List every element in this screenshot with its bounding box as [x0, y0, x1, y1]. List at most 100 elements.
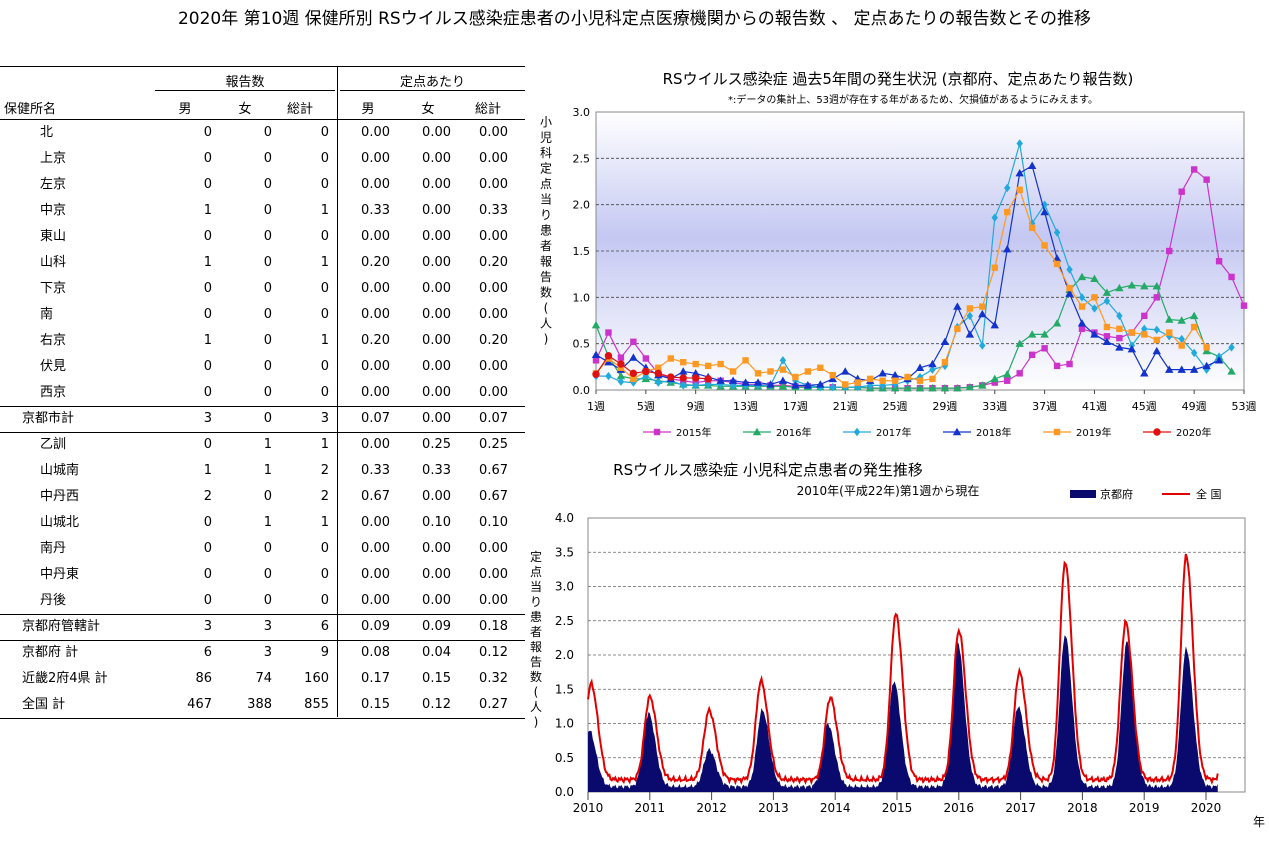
chart1-x-tick: 45週: [1132, 400, 1157, 413]
data-point: [754, 370, 762, 377]
chart2-plot-area: [587, 517, 1246, 793]
table-row: 上京 0 0 0 0.00 0.00 0.00: [0, 146, 525, 172]
data-point: [1152, 346, 1161, 355]
value-cell: 0.00: [479, 541, 508, 556]
data-point: [954, 325, 961, 333]
data-point: [965, 383, 975, 391]
data-point: [978, 381, 987, 389]
data-point: [1066, 284, 1073, 292]
data-point: [915, 383, 925, 392]
data-point: [779, 366, 787, 373]
chart2-x-label: 年: [1253, 815, 1265, 829]
value-cell: 0.00: [479, 307, 508, 322]
data-point: [704, 362, 712, 370]
data-point: [1015, 339, 1024, 347]
chart1-y-tick: 2.5: [573, 152, 591, 165]
subtotal-rule-bottom: [0, 432, 525, 433]
value-cell: 0: [320, 151, 329, 166]
table-row: 北 0 0 0 0.00 0.00 0.00: [0, 120, 525, 146]
chart2-x-tick: 2015: [882, 801, 913, 815]
value-cell: 0.33: [361, 463, 390, 478]
value-cell: 0.15: [361, 697, 390, 712]
chart1-x-tick: 29週: [932, 400, 957, 413]
value-cell: 0.15: [422, 671, 451, 686]
table-row: 西京 0 0 0 0.00 0.00 0.00: [0, 380, 525, 406]
value-cell: 0: [263, 203, 272, 218]
value-cell: 0: [203, 541, 212, 556]
data-point: [717, 360, 724, 368]
value-cell: 0: [203, 229, 212, 244]
data-point: [679, 367, 688, 375]
value-cell: 3: [263, 619, 272, 634]
value-cell: 1: [203, 255, 212, 270]
data-point: [1102, 337, 1112, 346]
chart2-y-label-char: ): [534, 715, 539, 729]
value-cell: 1: [203, 463, 212, 478]
data-point: [1078, 303, 1086, 310]
data-point: [1190, 166, 1198, 173]
value-cell: 0: [320, 385, 329, 400]
data-point: [1166, 247, 1173, 255]
page-title: 2020年 第10週 保健所別 RSウイルス感染症患者の小児科定点医療機関からの…: [177, 9, 1091, 29]
subtotal-rule-top: [0, 406, 525, 407]
chart1-x-tick: 5週: [637, 400, 655, 413]
data-point: [691, 369, 700, 377]
data-point: [879, 377, 886, 384]
value-cell: 0: [203, 385, 212, 400]
value-cell: 0: [263, 255, 272, 270]
value-cell: 1: [203, 203, 212, 218]
value-cell: 0.12: [479, 645, 508, 660]
chart2-x-tick: 2010: [573, 801, 604, 815]
data-point: [655, 364, 662, 371]
data-point: [1141, 331, 1148, 338]
data-point: [1141, 312, 1148, 320]
data-point: [1078, 325, 1086, 333]
value-cell: 0.00: [479, 593, 508, 608]
chart1-x-tick: 37週: [1032, 400, 1057, 413]
data-point: [680, 359, 687, 366]
value-cell: 0.00: [361, 437, 390, 452]
table-bottom-rule: [0, 718, 525, 719]
value-cell: 0: [203, 125, 212, 140]
table-row: 中丹西 2 0 2 0.67 0.00 0.67: [0, 484, 525, 510]
value-cell: 0.00: [361, 151, 390, 166]
value-cell: 0.00: [361, 385, 390, 400]
data-point: [1190, 323, 1198, 331]
value-cell: 0.00: [361, 177, 390, 192]
data-point: [915, 363, 925, 371]
value-cell: 0.33: [361, 203, 390, 218]
chart1-x-tick: 17週: [783, 400, 808, 413]
subtotal-rule-bottom: [0, 640, 525, 641]
table-row: 京都府 計 6 3 9 0.08 0.04 0.12: [0, 640, 525, 666]
office-name: 中丹西: [40, 489, 80, 504]
data-point: [617, 360, 625, 368]
chart2-y-label-char: 当: [530, 580, 542, 594]
value-cell: 0: [263, 229, 272, 244]
data-point: [1116, 311, 1123, 321]
office-name: 南: [40, 307, 54, 322]
chart2-y-tick: 4.0: [555, 511, 574, 525]
chart2-x-tick: 2018: [1067, 801, 1098, 815]
chart2-y-label-char: 患: [530, 610, 542, 624]
office-name: 山科: [40, 255, 67, 270]
legend-label: 2020年: [1176, 426, 1211, 439]
chart1-y-label-char: (: [544, 301, 549, 315]
table-row: 京都市計 3 0 3 0.07 0.00 0.07: [0, 406, 525, 432]
value-cell: 1: [320, 333, 329, 348]
data-point: [929, 365, 936, 374]
series-line-national: [587, 553, 1219, 786]
data-point: [979, 303, 986, 310]
value-cell: 0.00: [479, 177, 508, 192]
chart2-y-tick: 3.0: [555, 580, 574, 594]
data-point: [1090, 274, 1099, 282]
value-cell: 1: [203, 333, 212, 348]
legend-swatch-kyoto: [1070, 490, 1096, 498]
value-cell: 0.17: [361, 671, 390, 686]
data-point: [1103, 323, 1111, 331]
value-cell: 0: [203, 307, 212, 322]
data-point: [1040, 330, 1049, 338]
subtotal-rule-top: [0, 614, 525, 615]
series-line: [595, 354, 709, 380]
table-row: 中丹東 0 0 0 0.00 0.00 0.00: [0, 562, 525, 588]
data-point: [728, 376, 738, 384]
